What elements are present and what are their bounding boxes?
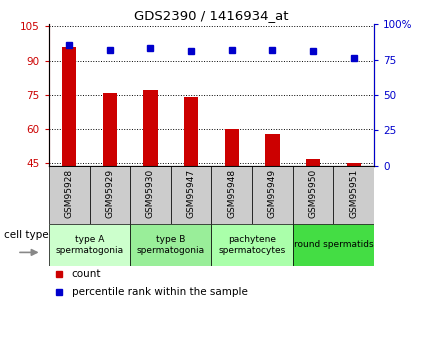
Bar (103, 92, 117, 166)
Bar (293, 166, 333, 224)
Bar (306, 159, 320, 166)
Text: count: count (72, 269, 101, 279)
Bar (293, 224, 374, 266)
Bar (130, 224, 211, 266)
Bar (143, 90, 158, 166)
Bar (130, 166, 171, 224)
Bar (184, 97, 198, 166)
Bar (252, 166, 293, 224)
Text: type A
spermatogonia: type A spermatogonia (55, 235, 124, 255)
Bar (49, 166, 90, 224)
Bar (211, 224, 293, 266)
Text: GSM95949: GSM95949 (268, 169, 277, 218)
Bar (333, 166, 374, 224)
Bar (90, 166, 130, 224)
Text: GSM95928: GSM95928 (65, 169, 74, 218)
Text: GSM95948: GSM95948 (227, 169, 236, 218)
Text: GSM95950: GSM95950 (309, 169, 317, 218)
Text: cell type: cell type (4, 230, 48, 239)
Bar (265, 134, 280, 166)
Bar (225, 129, 239, 166)
Text: GSM95930: GSM95930 (146, 169, 155, 218)
Title: GDS2390 / 1416934_at: GDS2390 / 1416934_at (134, 9, 289, 22)
Bar (211, 166, 252, 224)
Text: percentile rank within the sample: percentile rank within the sample (72, 287, 247, 296)
Bar (346, 163, 361, 166)
Text: GSM95947: GSM95947 (187, 169, 196, 218)
Text: round spermatids: round spermatids (294, 240, 373, 249)
Bar (171, 166, 211, 224)
Text: GSM95929: GSM95929 (105, 169, 114, 218)
Text: pachytene
spermatocytes: pachytene spermatocytes (218, 235, 286, 255)
Text: GSM95951: GSM95951 (349, 169, 358, 218)
Bar (49, 224, 130, 266)
Text: type B
spermatogonia: type B spermatogonia (137, 235, 205, 255)
Bar (62, 47, 76, 166)
